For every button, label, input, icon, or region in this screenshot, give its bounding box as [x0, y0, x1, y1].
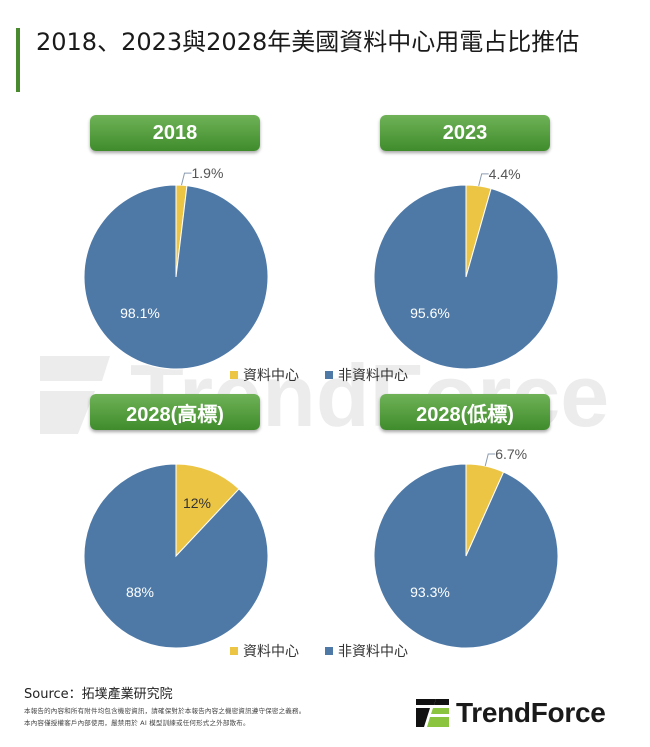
chart-title-badge: 2028(低標) — [380, 394, 550, 430]
title-accent-bar — [16, 28, 20, 92]
legend-item-non-data-center: 非資料中心 — [325, 365, 408, 385]
disclaimer-line-2: 本內容僅授權客戶內部使用，嚴禁用於 AI 模型訓練或任何形式之外部散布。 — [24, 719, 250, 727]
source-text: Source：拓墣產業研究院 — [24, 687, 173, 702]
pie-2023: 4.4% 95.6% — [373, 166, 559, 370]
legend-swatch-yellow — [230, 647, 238, 655]
pie-2018: 1.9% 98.1% — [83, 165, 269, 370]
page-title: 2018、2023與2028年美國資料中心用電占比推估 — [36, 28, 580, 56]
slice-label: 88% — [126, 584, 154, 600]
slice-non-data-center — [83, 463, 269, 649]
slice-label: 98.1% — [120, 305, 160, 321]
disclaimer-line-1: 本報告的內容和所有附件均包含機密資訊，請確保對於本報告內容之機密資訊遵守保密之義… — [24, 707, 306, 715]
slice-label: 1.9% — [191, 165, 223, 181]
legend-bottom: 資料中心 非資料中心 — [230, 641, 408, 661]
chart-panel-2028-high: 2028(高標) — [80, 394, 370, 664]
legend-item-non-data-center: 非資料中心 — [325, 641, 408, 661]
chart-panel-2023: 2023 — [370, 115, 650, 385]
slice-label: 6.7% — [495, 446, 527, 462]
trendforce-logo: TrendForce — [416, 697, 606, 729]
trendforce-logo-icon — [416, 699, 449, 727]
legend-item-data-center: 資料中心 — [230, 365, 299, 385]
slice-label: 12% — [183, 495, 211, 511]
legend-item-data-center: 資料中心 — [230, 641, 299, 661]
slice-label: 4.4% — [489, 166, 521, 182]
chart-panel-2028-low: 2028(低標) — [370, 394, 650, 664]
legend-top: 資料中心 非資料中心 — [230, 365, 408, 385]
pie-2028(低標): 6.7% 93.3% — [373, 446, 559, 649]
slice-data-center — [175, 463, 240, 558]
legend-swatch-yellow — [230, 371, 238, 379]
chart-panel-2018: 2018 — [80, 115, 370, 385]
chart-title-badge: 2023 — [380, 115, 550, 151]
slice-non-data-center — [83, 184, 269, 370]
pie-2028(高標): 12% 88% — [83, 463, 269, 649]
chart-title-badge: 2028(高標) — [90, 394, 260, 430]
logo-text: TrendForce — [456, 697, 606, 728]
legend-swatch-blue — [325, 647, 333, 655]
chart-title-badge: 2018 — [90, 115, 260, 151]
slice-non-data-center — [373, 463, 559, 649]
legend-swatch-blue — [325, 371, 333, 379]
slice-non-data-center — [373, 184, 559, 370]
slice-label: 93.3% — [410, 584, 450, 600]
slice-label: 95.6% — [410, 305, 450, 321]
